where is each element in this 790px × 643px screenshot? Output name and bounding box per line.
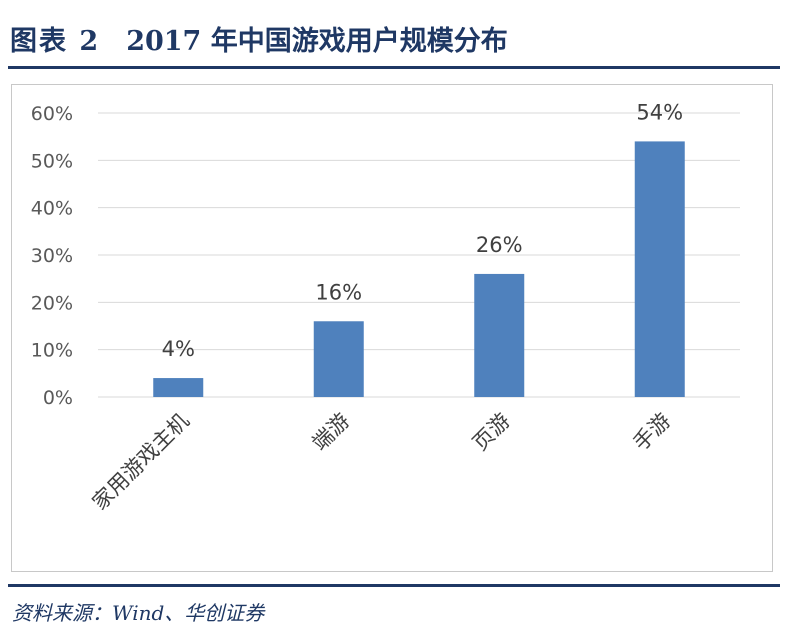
bar-value-label: 4% [162, 337, 195, 361]
bar [634, 141, 685, 397]
chart-frame [11, 84, 773, 572]
y-tick-label: 10% [31, 340, 73, 362]
x-category-label: 家用游戏主机 [88, 409, 194, 515]
gridlines [98, 112, 740, 398]
header-rule [8, 66, 780, 69]
footer-rule [8, 584, 780, 587]
y-tick-label: 60% [31, 103, 73, 125]
x-category-label: 端游 [308, 409, 355, 456]
x-axis-categories: 家用游戏主机 端游 页游 手游 [88, 409, 676, 515]
y-tick-label: 30% [31, 245, 73, 267]
source-note: 资料来源：Wind、华创证券 [12, 601, 265, 625]
bars [153, 141, 685, 397]
chart-title: 2017 年中国游戏用户规模分布 [126, 25, 508, 57]
data-labels: 4% 16% 26% 54% [162, 100, 684, 361]
bar [153, 378, 204, 397]
y-axis-ticks: 0% 10% 20% 30% 40% 50% 60% [31, 103, 73, 409]
y-tick-label: 0% [43, 387, 73, 409]
bar-value-label: 16% [315, 280, 362, 304]
bar [474, 273, 525, 397]
x-category-label: 手游 [629, 409, 676, 456]
y-tick-label: 50% [31, 150, 73, 172]
chart-header: 图表 2 2017 年中国游戏用户规模分布 [10, 16, 780, 60]
y-tick-label: 40% [31, 198, 73, 220]
figure-label: 图表 2 [10, 25, 101, 57]
bar-value-label: 54% [636, 100, 683, 124]
x-category-label: 页游 [468, 409, 515, 456]
y-tick-label: 20% [31, 292, 73, 314]
bar [313, 321, 364, 397]
bar-value-label: 26% [476, 233, 523, 257]
